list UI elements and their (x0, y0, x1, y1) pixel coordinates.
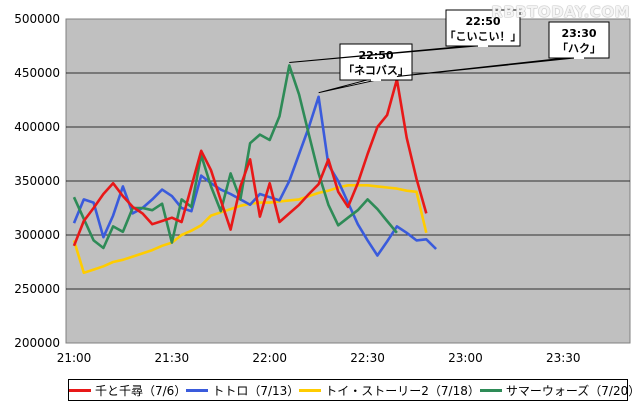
annotation-box (445, 9, 521, 47)
series-line-4 (72, 64, 398, 250)
legend-item-1: 千と千尋（7/6） (69, 382, 186, 399)
y-tick-label: 350000 (14, 174, 60, 188)
legend-item-2: トトロ（7/13） (186, 382, 299, 399)
x-tick-label: 22:00 (252, 351, 287, 365)
legend-label-3: トイ・ストーリー2（7/18） (325, 383, 480, 398)
y-tick-labels: 200000 250000 300000 350000 400000 450000 5000… (14, 12, 60, 350)
annotation-time: 23:30 (561, 27, 596, 40)
legend-swatch-1 (69, 388, 91, 392)
series-line-1 (72, 78, 428, 247)
y-tick-label: 500000 (14, 12, 60, 26)
x-tick-label: 22:30 (350, 351, 385, 365)
annotation-box (339, 43, 413, 81)
legend-label-1: 千と千尋（7/6） (95, 383, 187, 398)
annotation-time: 22:50 (358, 49, 393, 62)
x-tick-label: 21:30 (155, 351, 190, 365)
annotation-label: 「ハク」 (557, 41, 601, 55)
y-tick-label: 450000 (14, 66, 60, 80)
y-tick-label: 200000 (14, 336, 60, 350)
annotations: 22:50「ネコバス」22:50「こいこい！」 23:30「ハク」 (289, 9, 610, 94)
legend-label-2: トトロ（7/13） (212, 383, 300, 398)
series-line-2 (72, 95, 438, 257)
annotation-3: 23:30「ハク」 (396, 21, 610, 77)
legend-item-3: トイ・ストーリー2（7/18） (299, 382, 480, 399)
annotation-label: 「こいこい！」 (445, 29, 522, 43)
x-tick-labels: 21:00 21:30 22:00 22:30 23:00 23:30 (57, 351, 581, 365)
x-tick-label: 23:00 (448, 351, 483, 365)
y-tick-label: 300000 (14, 228, 60, 242)
annotation-1: 22:50「ネコバス」 (318, 43, 413, 94)
legend-label-4: サマーウォーズ（7/20） (505, 383, 640, 398)
annotation-2: 22:50「こいこい！」 (289, 9, 522, 63)
x-tick-label: 23:30 (546, 351, 581, 365)
legend-swatch-2 (186, 388, 209, 392)
x-tick-label: 21:00 (57, 351, 92, 365)
legend: 千と千尋（7/6） トトロ（7/13） トイ・ストーリー2（7/18） サマーウ… (68, 379, 640, 401)
annotation-time: 22:50 (465, 15, 500, 28)
y-tick-label: 250000 (14, 282, 60, 296)
legend-swatch-3 (299, 388, 322, 392)
series-lines (72, 64, 438, 275)
y-tick-label: 400000 (14, 120, 60, 134)
legend-swatch-4 (479, 388, 502, 392)
annotation-label: 「ネコバス」 (343, 63, 409, 77)
legend-item-4: サマーウォーズ（7/20） (479, 382, 640, 399)
watermark: RBBTODAY.COM (491, 3, 630, 21)
